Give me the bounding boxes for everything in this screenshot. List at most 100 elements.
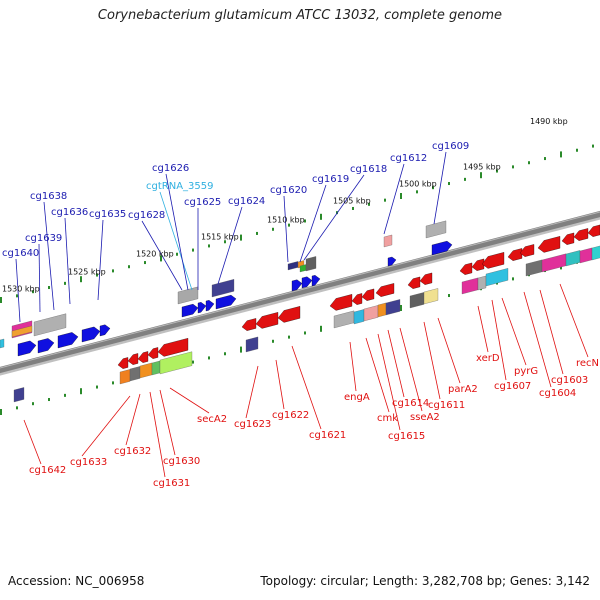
topology-summary: Topology: circular; Length: 3,282,708 bp… [260,574,590,588]
accession-text: Accession: NC_006958 [8,574,145,588]
gene-label-reverse: cg1615 [388,431,425,442]
label-leader [275,359,285,410]
gene-label-reverse: engA [344,392,370,403]
reverse-tick [224,352,226,356]
gene-block [245,336,259,353]
gene-label-reverse: parA2 [448,384,478,395]
gene-label-forward: cg1640 [2,248,39,259]
forward-tick [0,297,2,303]
forward-tick [352,206,354,210]
gene-block [211,279,235,298]
forward-gene [311,275,321,287]
forward-tick [384,198,386,202]
reverse-tick [400,305,402,311]
gene-label-reverse: cg1621 [309,430,346,441]
forward-tick [112,269,114,273]
reverse-tick [512,277,514,281]
forward-tick [128,265,130,269]
gene-label-reverse: secA2 [197,414,227,425]
label-leader [383,163,405,235]
gene-label-forward: cg1636 [51,207,88,218]
gene-block [139,362,153,379]
gene-label-reverse: cg1632 [114,446,151,457]
gene-label-forward: cg1626 [152,163,189,174]
forward-gene [197,302,207,314]
reverse-tick [448,294,450,298]
forward-tick [528,161,530,165]
forward-tick [304,219,306,223]
gene-label-forward: cg1619 [312,174,349,185]
label-leader [437,317,461,384]
reverse-gene [537,236,561,253]
gene-block [541,253,567,273]
gene-label-forward: cg1612 [390,153,427,164]
forward-tick [16,294,18,298]
genome-title: Corynebacterium glutamicum ATCC 13032, c… [97,8,503,23]
gene-block [485,268,509,287]
reverse-tick [208,356,210,360]
gene-label-forward: cg1635 [89,209,126,220]
gene-block [129,366,141,382]
reverse-gene [361,288,375,301]
label-leader [501,297,527,366]
label-leader [38,243,41,313]
label-leaders [15,151,589,478]
label-leader [491,299,507,381]
gene-label-forward: cg1625 [184,197,221,208]
gene-block [363,305,379,322]
backbone-highlight [0,211,600,369]
forward-tick [192,248,194,252]
forward-tick [560,151,562,158]
label-leader [399,327,423,412]
forward-tick [80,276,82,283]
genome-backbone [0,210,600,376]
gene-label-reverse: cg1611 [428,400,465,411]
label-leader [159,191,193,291]
gene-label-reverse: xerD [476,353,500,364]
ruler-label: 1500 kbp [399,179,437,188]
ruler-label: 1505 kbp [333,196,371,205]
label-leader [23,419,42,465]
reverse-gene [127,353,139,365]
gene-block [385,299,401,316]
forward-tick [480,172,482,179]
label-leader [291,345,322,430]
reverse-gene [255,312,279,329]
reverse-gene [375,283,395,297]
forward-tick [512,165,514,169]
gene-label-reverse: cg1631 [153,478,190,489]
gene-block [0,338,5,349]
gene-block [33,313,67,337]
gene-label-forward: cg1628 [128,210,165,221]
reverse-gene [507,248,523,261]
forward-tick [32,290,34,294]
reverse-gene [407,276,421,289]
reverse-gene [573,228,589,241]
reverse-tick [16,406,18,410]
forward-tick [448,182,450,186]
gene-label-forward: cg1638 [30,191,67,202]
gene-label-forward: cg1618 [350,164,387,175]
label-leader [159,389,176,456]
label-leader [43,201,55,311]
forward-tick [48,286,50,290]
forward-tick [368,202,370,206]
reverse-tick [48,398,50,402]
ruler-label: 1530 kbp [2,284,40,293]
label-leader [97,219,104,301]
reverse-tick [0,409,2,415]
reverse-gene [471,258,485,271]
label-leader [15,258,21,323]
forward-gene [301,276,313,289]
gene-label-reverse: cg1604 [539,388,576,399]
gene-block [409,292,425,309]
gene-block [119,369,131,385]
reverse-tick [32,402,34,406]
gene-label-reverse: cg1630 [163,456,200,467]
forward-tick [496,169,498,173]
forward-gene [431,240,453,256]
reverse-gene [481,252,505,269]
forward-gene [57,332,79,349]
gene-block [579,247,593,264]
